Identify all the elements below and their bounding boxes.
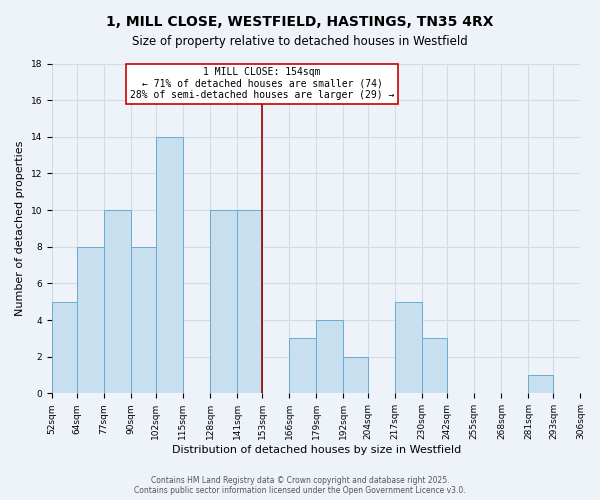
- Bar: [52, 302, 77, 394]
- Bar: [422, 338, 447, 394]
- X-axis label: Distribution of detached houses by size in Westfield: Distribution of detached houses by size …: [172, 445, 461, 455]
- Bar: [104, 210, 131, 394]
- Y-axis label: Number of detached properties: Number of detached properties: [15, 140, 25, 316]
- Bar: [210, 210, 237, 394]
- Text: Size of property relative to detached houses in Westfield: Size of property relative to detached ho…: [132, 35, 468, 48]
- Bar: [156, 137, 183, 394]
- Bar: [580, 375, 600, 394]
- Bar: [395, 302, 422, 394]
- Text: 1 MILL CLOSE: 154sqm
← 71% of detached houses are smaller (74)
28% of semi-detac: 1 MILL CLOSE: 154sqm ← 71% of detached h…: [130, 67, 394, 100]
- Bar: [529, 375, 553, 394]
- Bar: [237, 210, 262, 394]
- Bar: [343, 356, 368, 394]
- Bar: [316, 320, 343, 394]
- Text: Contains HM Land Registry data © Crown copyright and database right 2025.
Contai: Contains HM Land Registry data © Crown c…: [134, 476, 466, 495]
- Bar: [289, 338, 316, 394]
- Bar: [77, 246, 104, 394]
- Text: 1, MILL CLOSE, WESTFIELD, HASTINGS, TN35 4RX: 1, MILL CLOSE, WESTFIELD, HASTINGS, TN35…: [106, 15, 494, 29]
- Bar: [131, 246, 156, 394]
